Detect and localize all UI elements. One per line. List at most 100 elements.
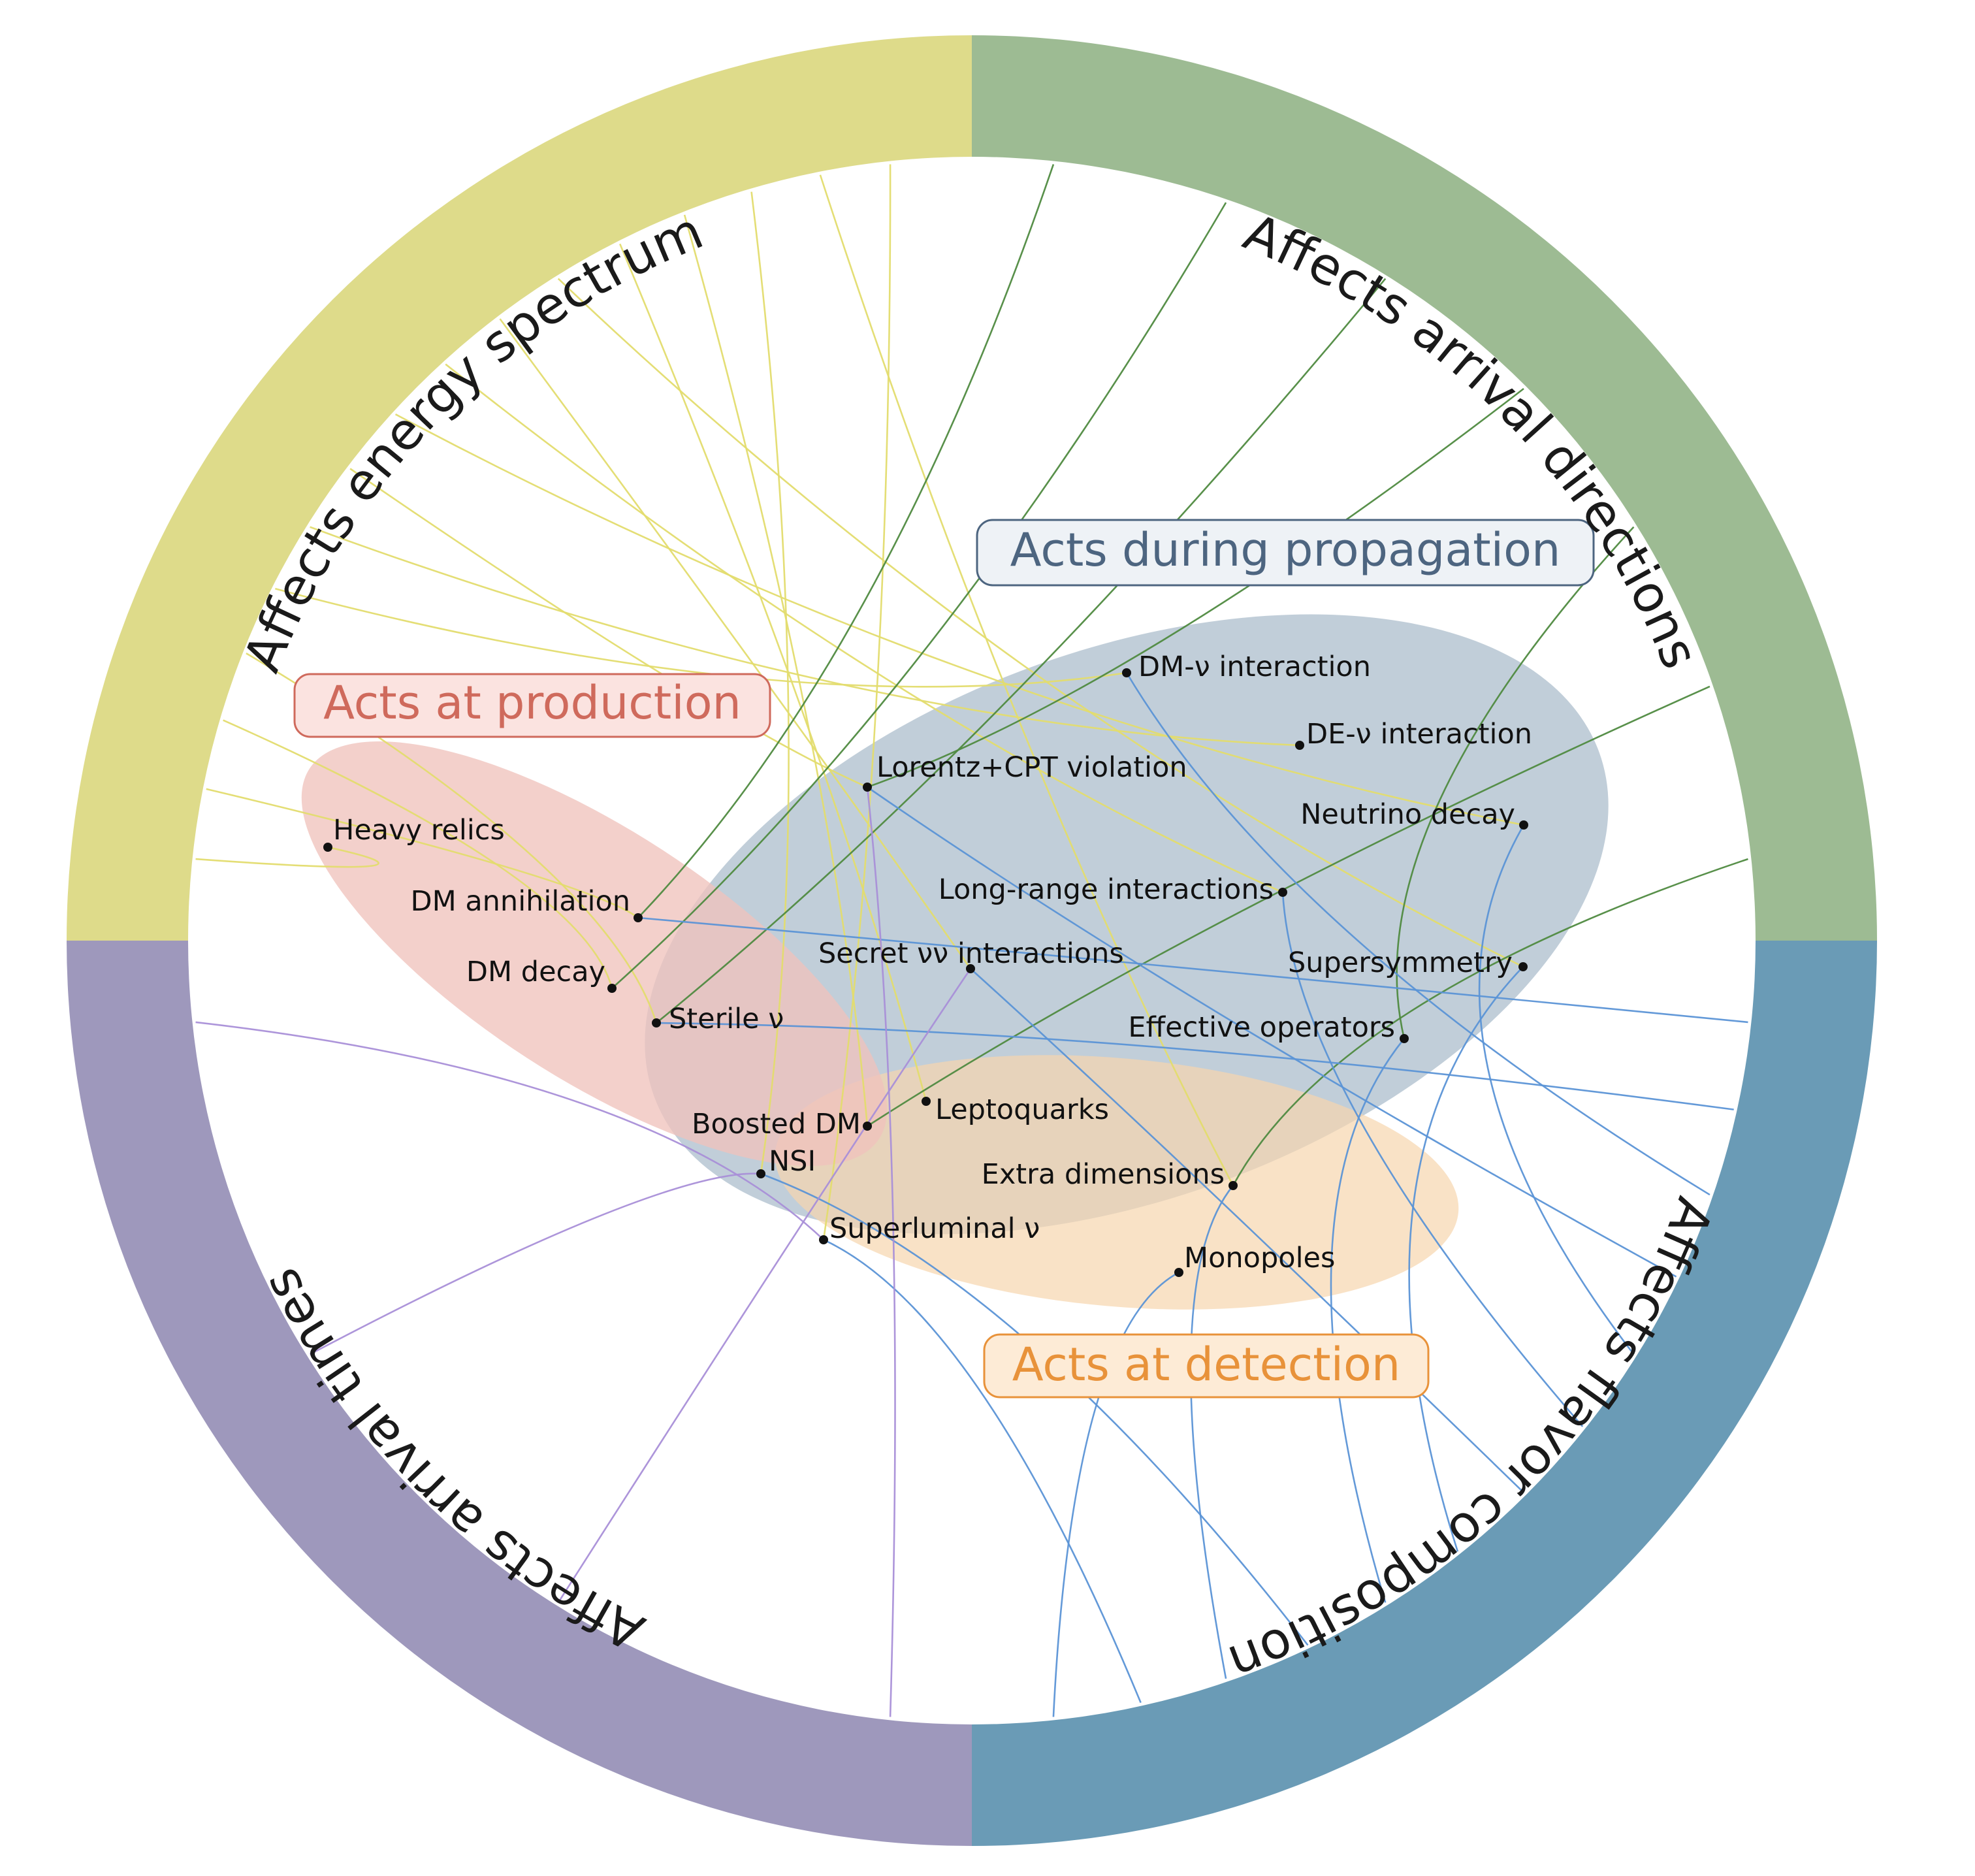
ring-segment-arrival-directions [972, 35, 1877, 941]
node-extra-dimensions: Extra dimensions [982, 1158, 1238, 1191]
connection-curve-flavor [656, 1022, 1734, 1110]
node-label: Supersymmetry [1288, 946, 1513, 979]
node-dot [863, 1122, 872, 1131]
connection-curve-energy [750, 191, 790, 1174]
node-dot [819, 1235, 828, 1244]
connection-curve-energy [394, 413, 1524, 826]
connection-curve-energy [619, 243, 927, 1102]
connection-curve-flavor [867, 786, 1677, 1278]
connection-curve-energy [349, 468, 868, 788]
node-sterile: Sterile ν [652, 1003, 784, 1035]
node-neutrino-decay: Neutrino decay [1300, 798, 1528, 831]
connection-curve-flavor [1125, 672, 1710, 1196]
production-region [301, 741, 888, 1166]
node-dot [1519, 820, 1528, 830]
ring-segment-flavor-composition [972, 941, 1877, 1846]
node-monopoles: Monopoles [1174, 1242, 1335, 1277]
node-lorentz-cpt: Lorentz+CPT violation [863, 751, 1187, 792]
connection-curve-flavor [637, 916, 1748, 1024]
stage-label-propagation: Acts during propagation [976, 519, 1595, 587]
node-label: Heavy relics [333, 814, 505, 847]
connection-curve-directions [1396, 526, 1635, 1039]
production-label: Acts at production [323, 676, 741, 730]
connection-curve-flavor [1408, 966, 1524, 1552]
node-layer: Heavy relics DM annihilation DM decay St… [323, 651, 1532, 1277]
node-dot [1122, 668, 1131, 677]
connection-curve-energy [195, 846, 379, 868]
connection-curve-energy [819, 174, 1234, 1186]
connection-curve-flavor [1478, 824, 1635, 1355]
connection-curve-directions [611, 202, 1227, 989]
node-dot [1518, 962, 1528, 971]
node-dot [922, 1097, 931, 1106]
connection-curve-energy [223, 719, 613, 989]
connection-curve-flavor [1330, 1038, 1405, 1603]
connection-curve-flavor [1052, 1271, 1180, 1717]
node-label: Extra dimensions [982, 1158, 1225, 1191]
node-dm-decay: DM decay [466, 956, 617, 993]
detection-region [775, 1055, 1459, 1310]
node-dot [1228, 1181, 1238, 1190]
node-label: Sterile ν [669, 1003, 784, 1035]
connection-curve-directions [1232, 858, 1748, 1186]
connection-curve-energy [683, 214, 869, 1127]
detection-label: Acts at detection [1012, 1338, 1401, 1391]
node-label: Boosted DM [692, 1108, 861, 1140]
node-label: NSI [769, 1145, 816, 1178]
node-label: DM annihilation [410, 885, 630, 918]
connection-curve-directions [637, 164, 1055, 918]
node-supersymmetry: Supersymmetry [1288, 946, 1528, 979]
node-label: Lorentz+CPT violation [876, 751, 1187, 784]
node-long-range: Long-range interactions [939, 873, 1287, 906]
node-dm-nu-interaction: DM-ν interaction [1122, 651, 1371, 683]
connection-curves [195, 164, 1748, 1717]
node-nsi: NSI [756, 1145, 816, 1178]
node-de-nu-interaction: DE-ν interaction [1295, 718, 1532, 751]
connection-curve-times [557, 968, 972, 1604]
node-dm-annihilation: DM annihilation [410, 885, 643, 922]
node-dot [607, 984, 617, 993]
stage-label-production: Acts at production [293, 673, 771, 738]
connection-curve-flavor [823, 1238, 1142, 1704]
production-label-box [293, 673, 771, 738]
node-dot [1295, 741, 1304, 750]
category-ring [67, 35, 1877, 1846]
node-label: DE-ν interaction [1306, 718, 1532, 751]
propagation-label: Acts during propagation [1010, 523, 1561, 577]
node-boosted-dm: Boosted DM [692, 1108, 872, 1140]
node-dot [1278, 888, 1287, 897]
node-dot [966, 964, 975, 973]
connection-curve-times [866, 786, 896, 1717]
node-label: DM decay [466, 956, 605, 988]
propagation-label-box [976, 519, 1595, 587]
connection-curve-flavor [1281, 892, 1584, 1427]
node-dot [1174, 1268, 1183, 1277]
stage-label-detection: Acts at detection [983, 1333, 1430, 1399]
connection-curve-times [309, 1172, 762, 1355]
detection-label-box [983, 1333, 1430, 1399]
ring-segment-energy-spectrum [67, 35, 972, 941]
connection-curve-times [195, 1021, 824, 1240]
connection-curve-energy [206, 788, 639, 919]
node-secret-interactions: Secret νν interactions [818, 937, 1124, 973]
node-label: Leptoquarks [935, 1093, 1109, 1126]
node-label: DM-ν interaction [1138, 651, 1371, 683]
connection-curve-directions [867, 685, 1710, 1127]
node-dot [756, 1169, 765, 1178]
node-dot [323, 843, 332, 852]
stage-regions [301, 614, 1609, 1310]
node-dot [652, 1018, 661, 1027]
connection-curve-directions [867, 387, 1524, 788]
node-label: Monopoles [1184, 1242, 1335, 1274]
node-label: Neutrino decay [1300, 798, 1515, 831]
node-effective-operators: Effective operators [1128, 1011, 1409, 1044]
node-label: Secret νν interactions [818, 937, 1124, 970]
connection-curve-energy [557, 278, 1524, 968]
node-dot [634, 913, 643, 922]
node-leptoquarks: Leptoquarks [922, 1093, 1109, 1126]
connection-curve-energy [822, 164, 891, 1240]
connection-curve-directions [656, 278, 1387, 1024]
node-label: Long-range interactions [939, 873, 1274, 906]
node-dot [1400, 1034, 1409, 1043]
